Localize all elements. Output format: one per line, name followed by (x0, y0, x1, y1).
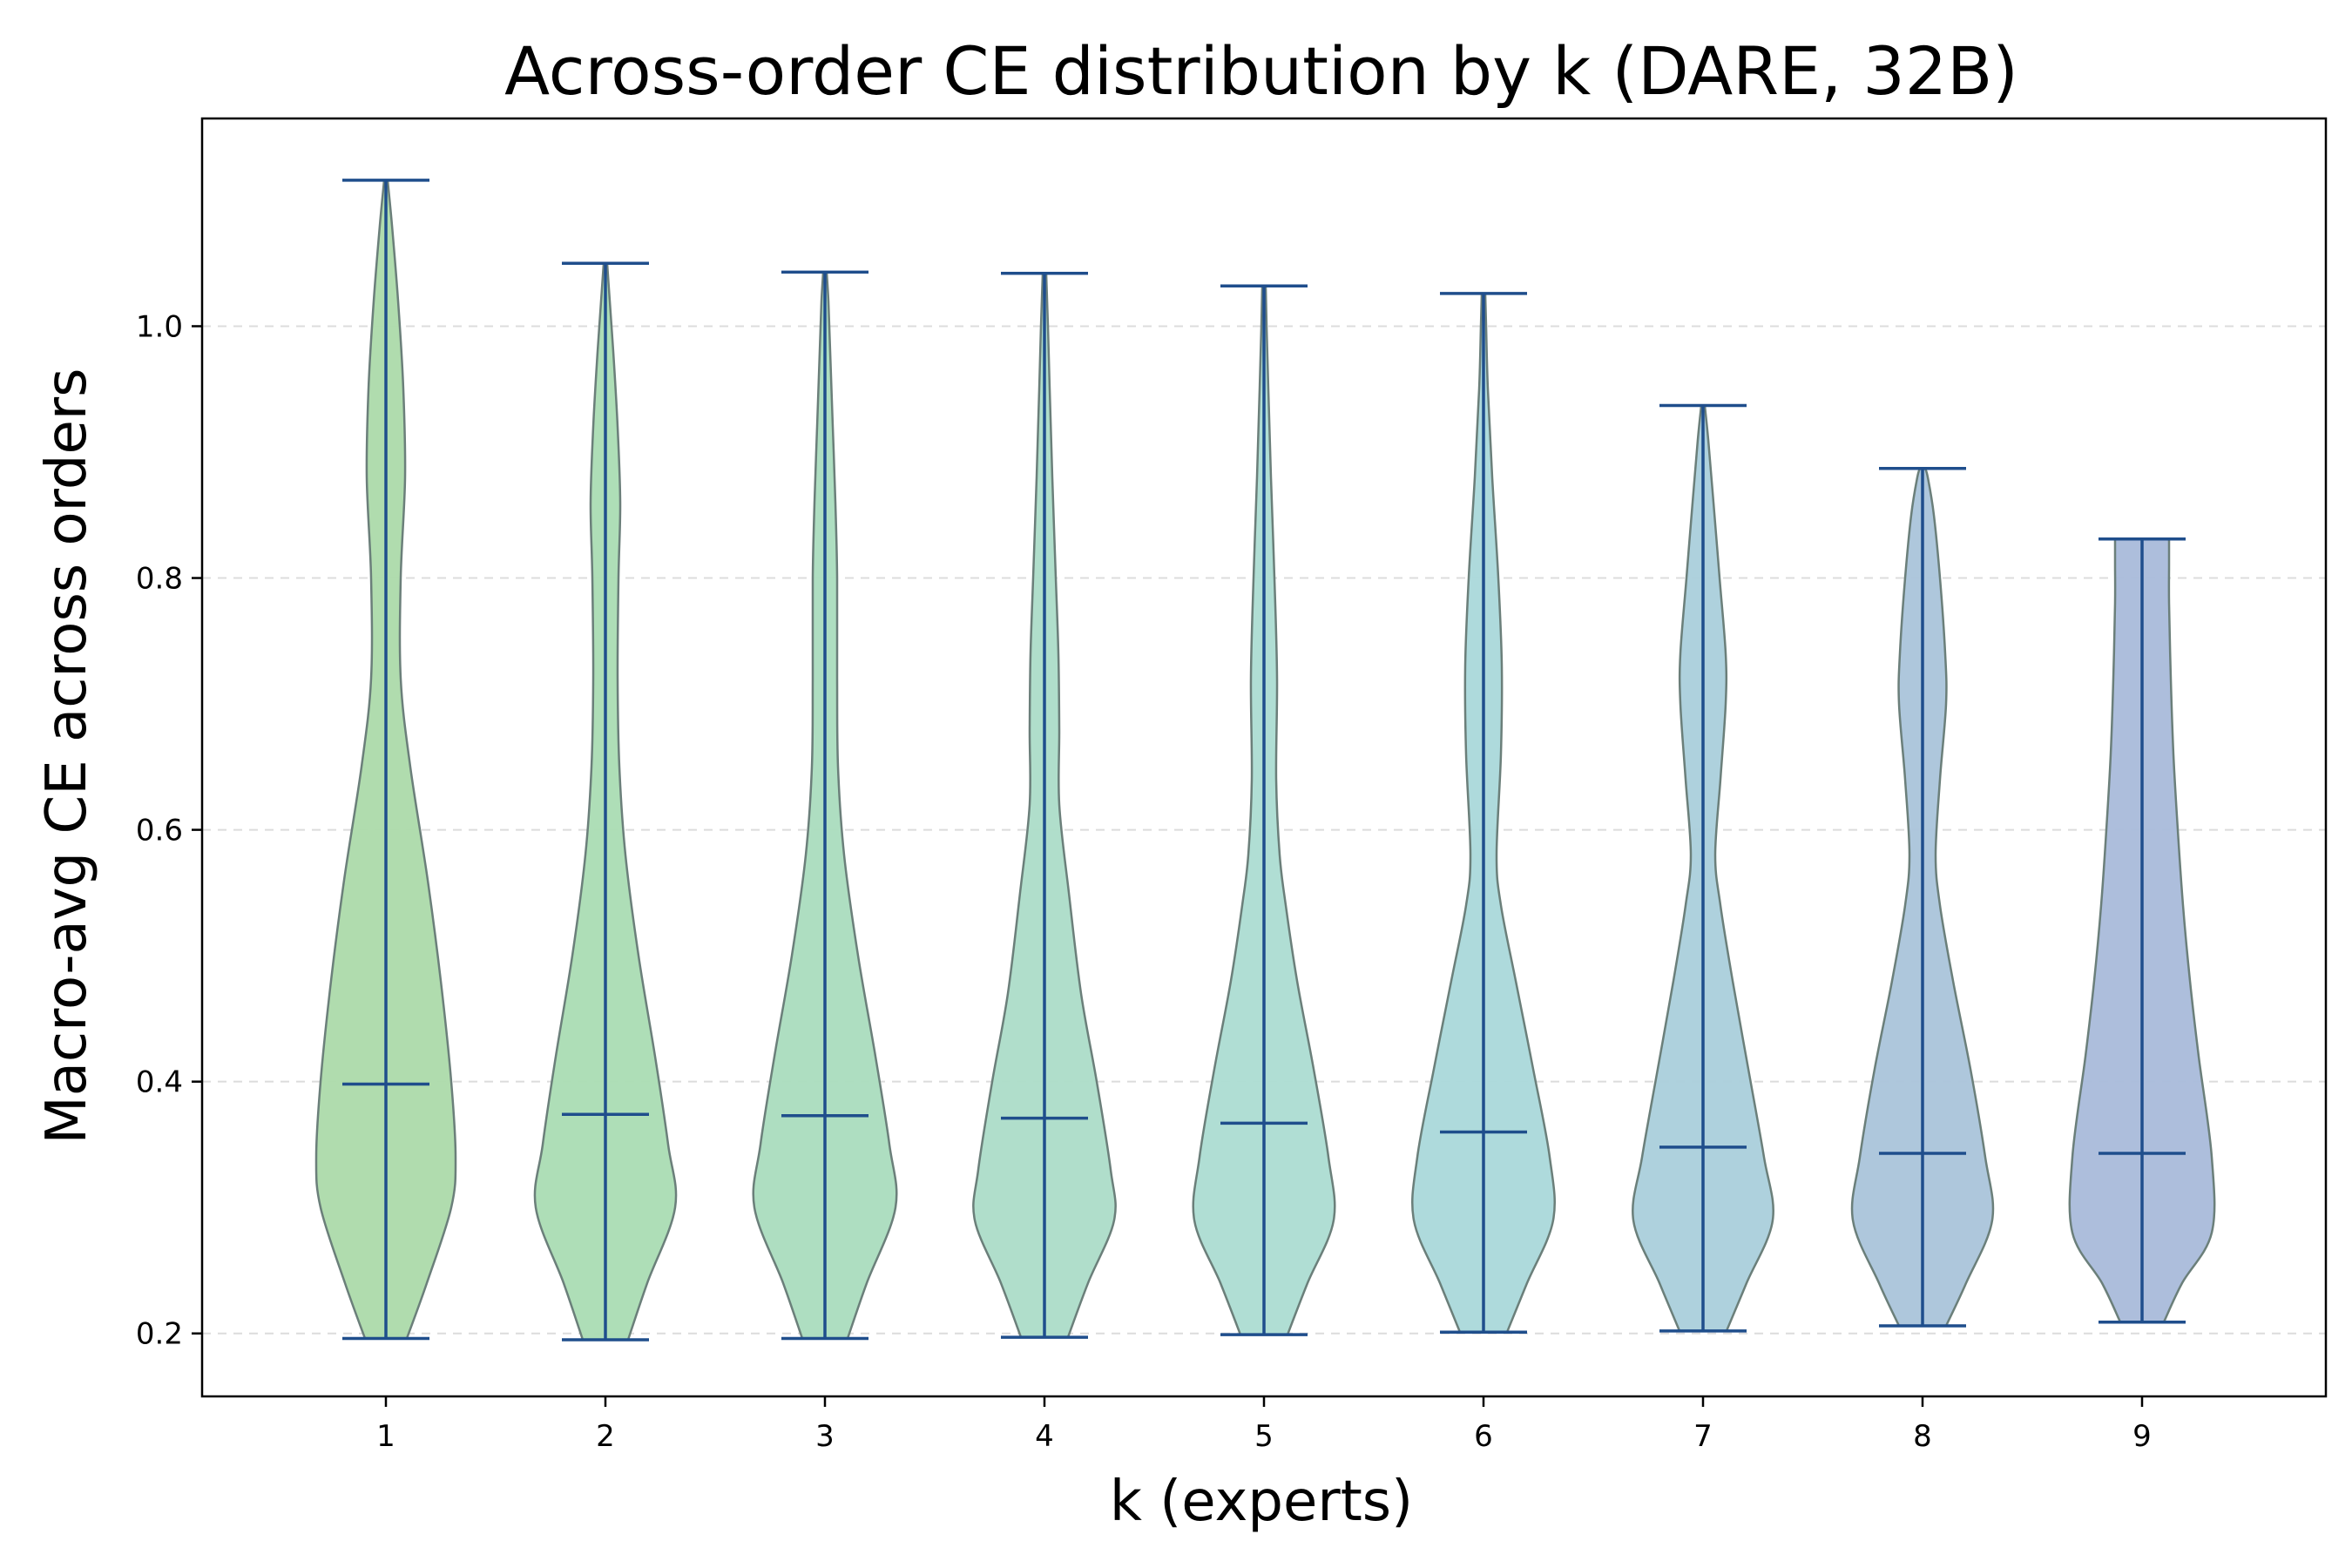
violin-k-6 (1411, 292, 1556, 1335)
y-tick-label: 0.2 (136, 1317, 183, 1352)
y-tick-label: 0.6 (136, 814, 183, 848)
y-axis-ticks: 0.2 0.4 0.6 0.8 1.0 (136, 309, 202, 1352)
y-tick-label: 0.4 (136, 1065, 183, 1100)
x-tick-label: 3 (815, 1419, 835, 1454)
x-tick-label: 7 (1693, 1419, 1713, 1454)
x-axis-label: k (experts) (1110, 1470, 1413, 1534)
y-tick-label: 1.0 (136, 309, 183, 344)
violin-k-7 (1632, 403, 1774, 1333)
violin-k-9 (2068, 537, 2216, 1324)
x-axis-ticks: 1 2 3 4 5 6 7 8 9 (376, 1396, 2152, 1454)
x-tick-label: 6 (1474, 1419, 1493, 1454)
x-tick-label: 5 (1254, 1419, 1274, 1454)
y-tick-label: 0.8 (136, 562, 183, 597)
x-tick-label: 8 (1913, 1419, 1932, 1454)
x-tick-label: 9 (2132, 1419, 2152, 1454)
violin-k-3 (752, 270, 898, 1341)
violin-k-1 (314, 179, 457, 1341)
violin-k-2 (533, 261, 678, 1342)
chart-title: Across-order CE distribution by k (DARE,… (504, 32, 2018, 110)
x-tick-label: 1 (376, 1419, 395, 1454)
violin-k-8 (1850, 467, 1995, 1328)
y-axis-label: Macro-avg CE across orders (35, 368, 99, 1145)
x-tick-label: 4 (1035, 1419, 1054, 1454)
violin-k-5 (1192, 284, 1336, 1336)
x-tick-label: 2 (596, 1419, 615, 1454)
violins (314, 179, 2216, 1342)
violin-k-4 (972, 272, 1117, 1339)
